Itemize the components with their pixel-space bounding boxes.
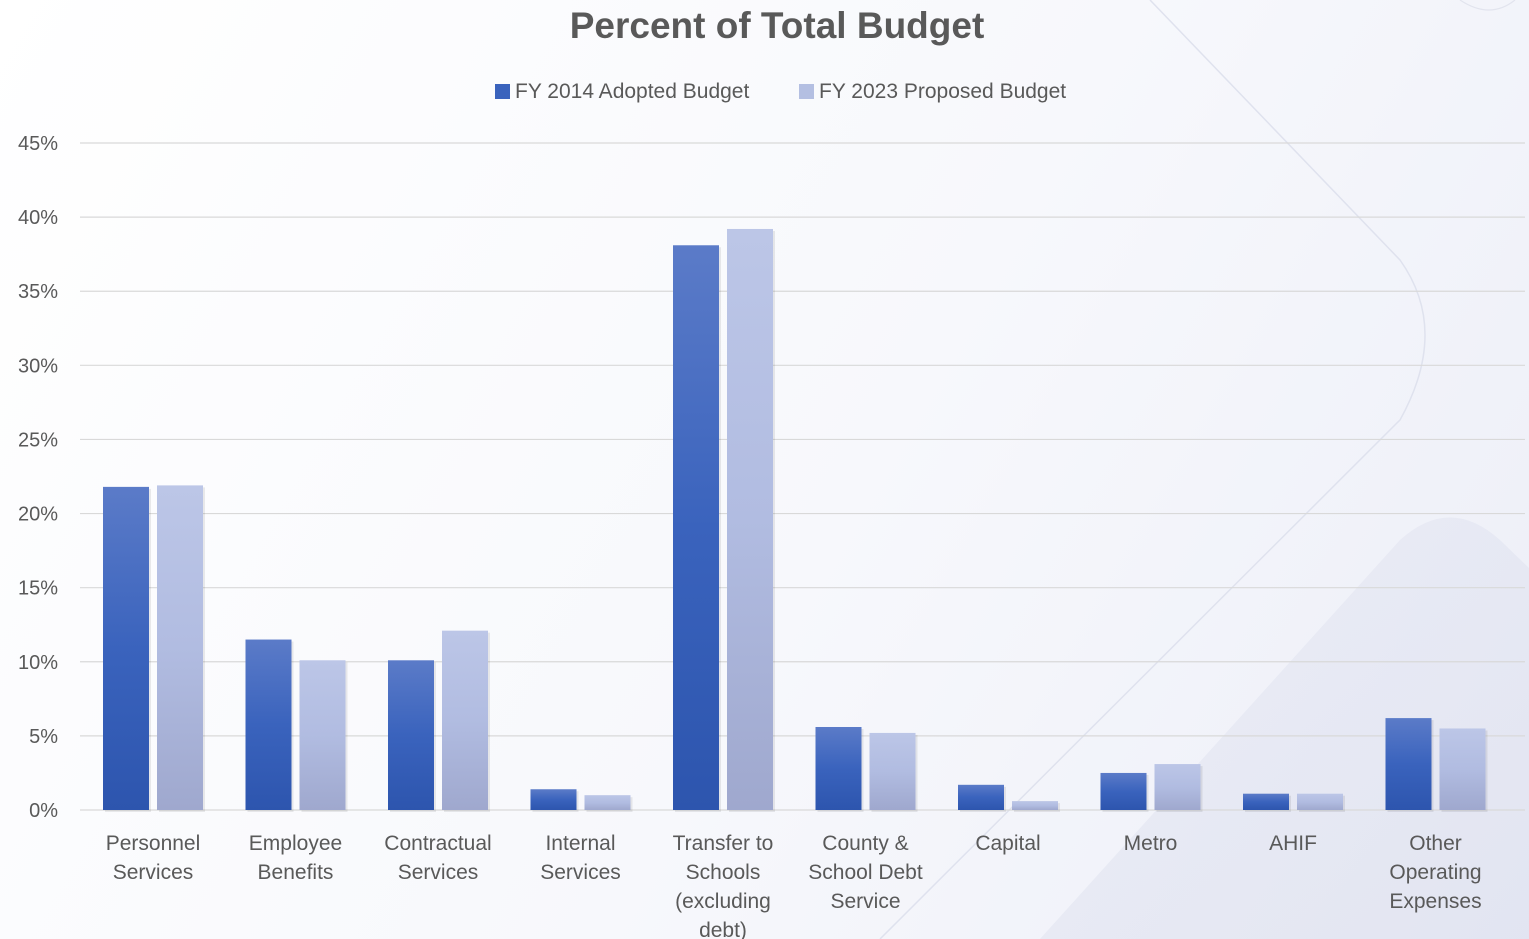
- bar: [869, 732, 916, 810]
- bar: [245, 639, 292, 810]
- x-category-label: Transfer to Schools (excluding debt): [673, 832, 774, 939]
- y-axis-ticks: 0% 5% 10% 15% 20% 25% 30% 35% 40% 45%: [18, 133, 58, 822]
- x-category-label: Capital: [975, 832, 1040, 855]
- y-tick-label: 35%: [18, 281, 58, 303]
- legend-label-fy2014: FY 2014 Adopted Budget: [515, 80, 749, 103]
- y-tick-label: 0%: [29, 800, 58, 822]
- bar: [958, 784, 1004, 810]
- bar: [1439, 728, 1486, 810]
- bar: [727, 228, 773, 811]
- bar: [103, 486, 149, 810]
- bar: [157, 485, 203, 810]
- bar: [1154, 764, 1201, 810]
- x-category-label-line: Capital: [975, 832, 1040, 855]
- x-category-label-line: Schools: [686, 861, 761, 884]
- chart-title: Percent of Total Budget: [570, 5, 985, 46]
- x-axis-labels: Personnel Services Employee Benefits Contrac…: [106, 832, 1482, 939]
- bar: [1297, 793, 1343, 810]
- x-category-label-line: Services: [113, 861, 194, 884]
- y-tick-label: 20%: [18, 504, 58, 526]
- x-category-label-line: Other: [1409, 832, 1462, 855]
- x-category-label: Contractual Services: [384, 832, 491, 884]
- x-category-label: Employee Benefits: [249, 832, 342, 884]
- y-tick-label: 10%: [18, 652, 58, 674]
- x-category-label-line: Operating: [1389, 861, 1481, 884]
- y-tick-label: 40%: [18, 207, 58, 229]
- y-tick-label: 45%: [18, 133, 58, 155]
- x-category-label-line: (excluding: [675, 890, 771, 913]
- x-category-label-line: Services: [398, 861, 479, 884]
- x-category-label-line: School Debt: [808, 861, 923, 884]
- x-category-label-line: Services: [540, 861, 621, 884]
- x-category-label: Metro: [1124, 832, 1178, 855]
- bar: [442, 630, 488, 810]
- x-category-label: Personnel Services: [106, 832, 201, 884]
- x-category-label: Other Operating Expenses: [1389, 832, 1481, 913]
- x-category-label-line: Metro: [1124, 832, 1178, 855]
- gridlines: [80, 142, 1525, 811]
- x-category-label-line: Transfer to: [673, 832, 774, 855]
- x-category-label: AHIF: [1269, 832, 1317, 855]
- x-category-label-line: Employee: [249, 832, 342, 855]
- bar: [388, 660, 434, 810]
- x-category-label-line: debt): [699, 919, 747, 939]
- x-category-label-line: County &: [822, 832, 908, 855]
- bar: [1012, 801, 1058, 810]
- bar: [815, 726, 862, 810]
- x-category-label-line: Expenses: [1389, 890, 1481, 913]
- x-category-label-line: Benefits: [258, 861, 334, 884]
- bar: [1385, 718, 1432, 810]
- legend-label-fy2023: FY 2023 Proposed Budget: [819, 80, 1066, 103]
- bars: [103, 228, 1488, 813]
- bar: [584, 795, 631, 810]
- y-tick-label: 15%: [18, 578, 58, 600]
- x-category-label-line: Personnel: [106, 832, 201, 855]
- x-category-label: County & School Debt Service: [808, 832, 923, 913]
- x-category-label-line: Service: [830, 890, 900, 913]
- legend-swatch-fy2023: [799, 84, 814, 99]
- x-category-label: Internal Services: [540, 832, 621, 884]
- bar: [299, 660, 346, 810]
- bar: [1100, 772, 1147, 810]
- x-category-label-line: AHIF: [1269, 832, 1317, 855]
- bar: [1243, 793, 1289, 810]
- bar: [673, 245, 719, 811]
- y-tick-label: 30%: [18, 355, 58, 377]
- y-tick-label: 25%: [18, 429, 58, 451]
- legend-swatch-fy2014: [495, 84, 510, 99]
- bar: [530, 789, 577, 810]
- y-tick-label: 5%: [29, 726, 58, 748]
- legend: FY 2014 Adopted Budget FY 2023 Proposed …: [495, 80, 1066, 103]
- x-category-label-line: Contractual: [384, 832, 491, 855]
- x-category-label-line: Internal: [545, 832, 615, 855]
